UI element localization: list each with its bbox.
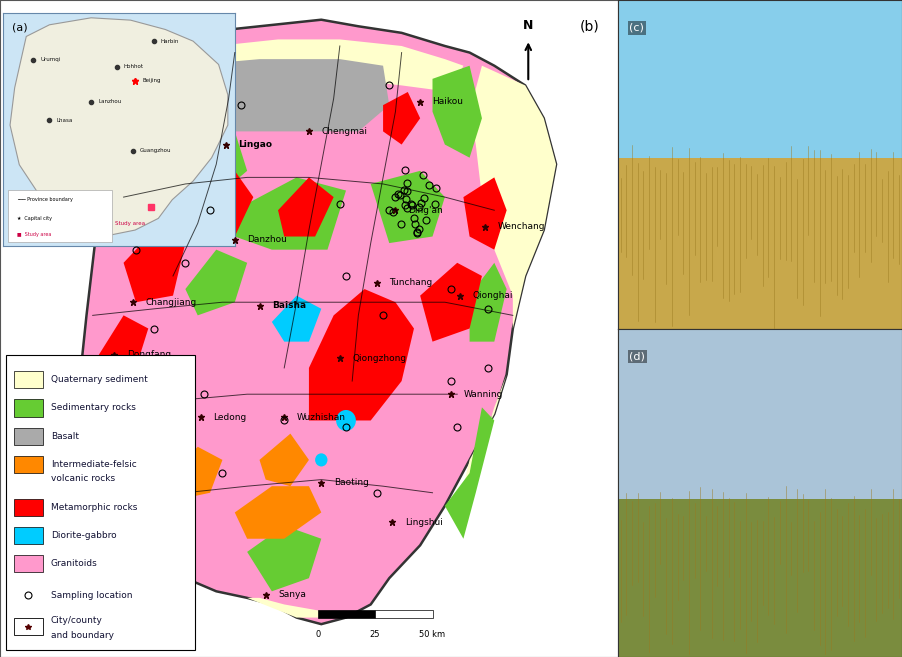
Polygon shape — [235, 177, 346, 250]
Text: Danzhou: Danzhou — [247, 235, 287, 244]
Text: Sanya: Sanya — [278, 590, 306, 599]
Text: 50 km: 50 km — [419, 630, 446, 639]
Polygon shape — [247, 526, 321, 591]
Text: Qionghai: Qionghai — [473, 291, 513, 300]
Text: Baoting: Baoting — [334, 478, 369, 487]
Text: (b): (b) — [580, 20, 599, 34]
Polygon shape — [124, 230, 186, 302]
Text: (d): (d) — [630, 351, 645, 361]
Text: Diorite-gabbro: Diorite-gabbro — [51, 531, 116, 540]
Polygon shape — [278, 177, 334, 237]
Polygon shape — [173, 447, 223, 499]
Polygon shape — [186, 59, 390, 131]
Text: City/county: City/county — [51, 616, 103, 625]
Bar — [375, 610, 432, 618]
Text: (c): (c) — [630, 23, 644, 33]
Text: N: N — [523, 18, 533, 32]
Polygon shape — [136, 131, 247, 210]
Polygon shape — [247, 598, 346, 618]
Text: 0: 0 — [316, 630, 321, 639]
Text: Sampling location: Sampling location — [51, 591, 133, 600]
Polygon shape — [87, 342, 136, 427]
Bar — [318, 610, 375, 618]
Text: Tunchang: Tunchang — [390, 278, 432, 287]
Polygon shape — [470, 66, 556, 374]
Text: 25: 25 — [370, 630, 381, 639]
Text: Ding'an: Ding'an — [408, 206, 443, 215]
Polygon shape — [80, 427, 124, 526]
Polygon shape — [272, 296, 321, 342]
Polygon shape — [432, 66, 482, 158]
Bar — [14, 618, 43, 635]
Text: Metamorphic rocks: Metamorphic rocks — [51, 503, 137, 512]
Text: Granitoids: Granitoids — [51, 559, 97, 568]
Polygon shape — [371, 171, 445, 243]
Polygon shape — [470, 263, 507, 342]
Bar — [618, 499, 902, 657]
Bar — [14, 428, 43, 445]
Polygon shape — [260, 434, 308, 486]
Bar — [618, 328, 902, 499]
Text: Qiongzhong: Qiongzhong — [352, 353, 406, 363]
Bar — [14, 499, 43, 516]
Text: Basalt: Basalt — [51, 432, 78, 441]
Bar — [14, 371, 43, 388]
Bar — [14, 555, 43, 572]
Polygon shape — [464, 177, 507, 250]
Text: Changjiang: Changjiang — [145, 298, 197, 307]
Bar — [14, 456, 43, 473]
Text: and boundary: and boundary — [51, 631, 114, 640]
Polygon shape — [80, 20, 556, 624]
Polygon shape — [464, 374, 507, 486]
Text: Wenchang: Wenchang — [497, 222, 545, 231]
Polygon shape — [99, 315, 148, 374]
Polygon shape — [308, 289, 414, 420]
Circle shape — [315, 453, 327, 466]
Bar — [618, 158, 902, 328]
Text: Wuzhishan: Wuzhishan — [297, 413, 345, 422]
Text: Quaternary sediment: Quaternary sediment — [51, 375, 147, 384]
Text: Haikou: Haikou — [433, 97, 464, 106]
Polygon shape — [235, 486, 321, 539]
Text: Wanning: Wanning — [464, 390, 502, 399]
Bar — [6, 355, 195, 650]
Polygon shape — [383, 92, 420, 145]
Bar — [14, 399, 43, 417]
Text: Sedimentary rocks: Sedimentary rocks — [51, 403, 135, 413]
Text: Baisha: Baisha — [272, 301, 306, 310]
Text: Lingshui: Lingshui — [405, 518, 443, 527]
Polygon shape — [173, 66, 198, 131]
Circle shape — [336, 410, 356, 431]
Polygon shape — [186, 250, 247, 315]
Text: volcanic rocks: volcanic rocks — [51, 474, 115, 484]
Bar — [14, 527, 43, 544]
Text: Dongfang: Dongfang — [126, 350, 170, 359]
Text: Chengmai: Chengmai — [321, 127, 367, 136]
Text: Ledong: Ledong — [213, 413, 246, 422]
Bar — [618, 0, 902, 158]
Polygon shape — [420, 263, 482, 342]
Polygon shape — [204, 171, 253, 237]
Polygon shape — [445, 407, 494, 539]
Text: Lingao: Lingao — [238, 140, 272, 149]
Text: Intermediate-felsic: Intermediate-felsic — [51, 460, 136, 469]
Polygon shape — [173, 39, 464, 92]
